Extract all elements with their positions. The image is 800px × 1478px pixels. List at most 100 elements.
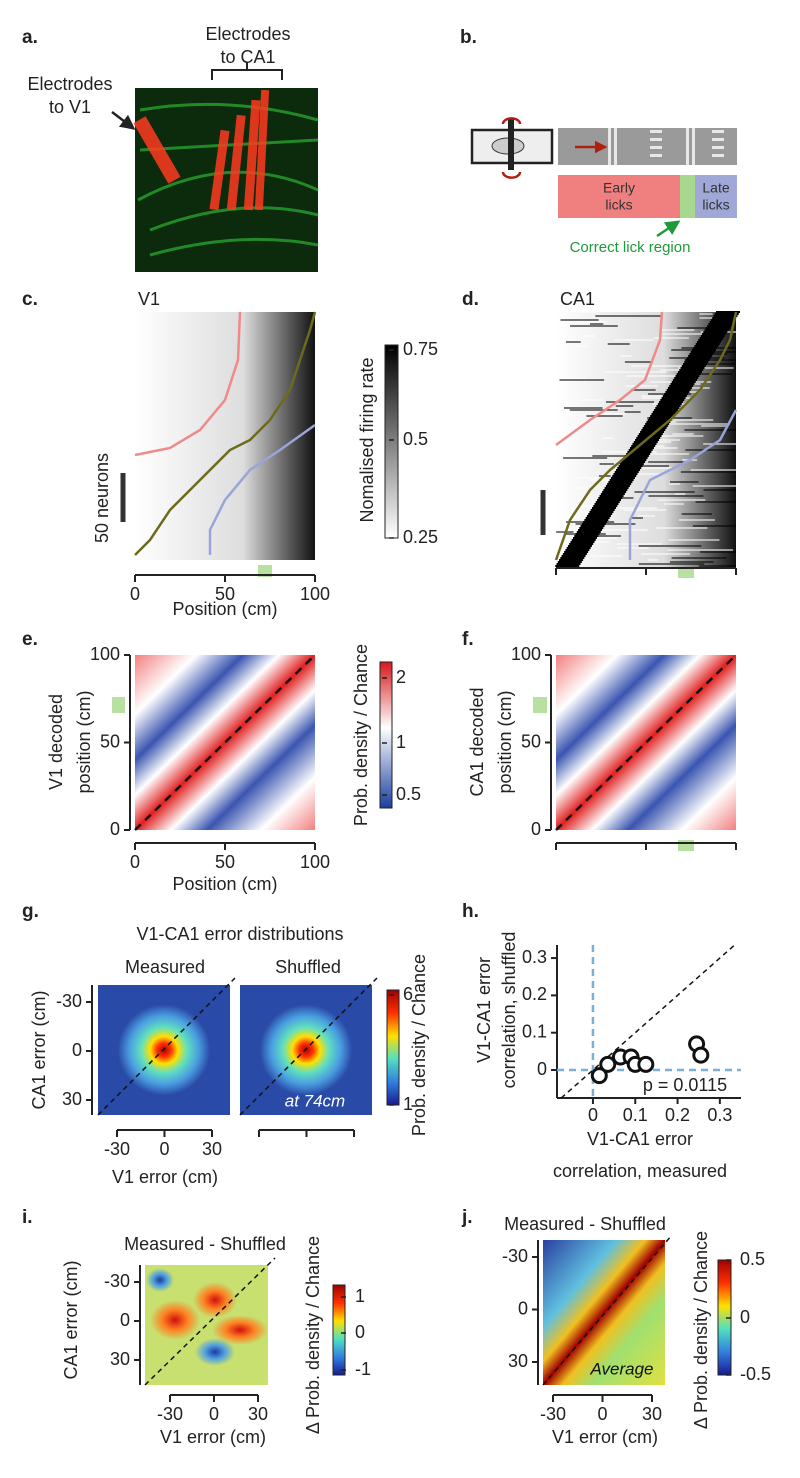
wheel	[508, 118, 514, 170]
blob	[193, 1282, 237, 1318]
rotation-arrows	[501, 117, 522, 179]
panel-letter: j.	[461, 1207, 473, 1228]
label: Measured	[125, 957, 205, 977]
colorbar-tick-label: 1	[355, 1286, 365, 1306]
x-tick-label: 0	[209, 1404, 219, 1424]
x-tick-label: 0	[159, 1139, 169, 1159]
early-curve	[555, 311, 664, 447]
colorbar	[384, 344, 399, 539]
y-tick-label: 50	[100, 731, 120, 751]
label: CA1 decoded	[467, 687, 487, 796]
point	[590, 1067, 608, 1085]
colorbar	[379, 661, 393, 809]
blob	[212, 1315, 268, 1345]
label: licks	[605, 197, 632, 213]
y-tick-label: 30	[62, 1089, 82, 1109]
y-tick-label: 100	[511, 644, 541, 664]
colorbar-tick-label: -1	[355, 1359, 371, 1379]
y-tick-label: 0	[120, 1310, 130, 1330]
colorbar-tick-label: 0	[740, 1307, 750, 1327]
x-tick-label: 0	[588, 1105, 598, 1125]
label: position (cm)	[495, 690, 515, 793]
y-tick-label: 30	[508, 1351, 528, 1371]
reward-marker	[112, 697, 125, 713]
label: Correct lick region	[570, 239, 691, 256]
label: Prob. density / Chance	[409, 954, 429, 1136]
correct-arrow	[656, 220, 681, 238]
identity-line	[560, 944, 736, 1099]
y-tick-label: 0.2	[522, 984, 547, 1004]
colorbar-tick-label: 1	[396, 732, 406, 752]
x-tick-label: 0.2	[665, 1105, 690, 1125]
label: p = 0.0115	[643, 1075, 727, 1095]
panel-letter: c.	[22, 289, 38, 310]
diagonal	[144, 1257, 276, 1386]
label: correlation, shuffled	[499, 932, 519, 1089]
label: V1 error (cm)	[552, 1427, 658, 1447]
label: V1 error (cm)	[112, 1167, 218, 1187]
label: Position (cm)	[172, 874, 277, 894]
reward-marker	[533, 697, 547, 713]
y-tick-label: 50	[521, 731, 541, 751]
colorbar-tick-label: -0.5	[740, 1364, 771, 1384]
y-tick-label: 0	[518, 1298, 528, 1318]
label: V1	[138, 289, 160, 309]
colorbar-tick-label: 0.5	[740, 1249, 765, 1269]
label: V1 decoded	[46, 694, 66, 790]
label: Electrodes	[205, 24, 290, 44]
y-tick-label: -30	[104, 1271, 130, 1291]
colorbar-tick-label: 1	[403, 1094, 413, 1114]
label: Measured - Shuffled	[504, 1214, 666, 1234]
blob	[195, 1338, 235, 1366]
label: Nomalised firing rate	[357, 357, 377, 522]
blob	[146, 1268, 174, 1292]
panel-letter: g.	[22, 901, 39, 922]
panel-letter: a.	[22, 27, 38, 48]
label: Average	[589, 1359, 653, 1378]
x-tick-label: 0	[130, 584, 140, 604]
heatmap-v1	[135, 655, 315, 830]
label: Δ Prob. density / Chance	[303, 1236, 323, 1434]
panel-letter: d.	[462, 289, 479, 310]
colorbar	[386, 989, 400, 1106]
label: to V1	[49, 97, 91, 117]
y-tick-label: 100	[90, 644, 120, 664]
early-curve	[134, 311, 242, 457]
peak-curve	[554, 311, 738, 561]
y-tick-label: 30	[110, 1349, 130, 1369]
blob	[150, 1300, 200, 1340]
y-tick-label: 0	[537, 1059, 547, 1079]
label: V1 error (cm)	[160, 1427, 266, 1447]
point	[692, 1046, 710, 1064]
reward-marker	[678, 840, 694, 851]
diagonal	[542, 1234, 673, 1386]
label: CA1	[560, 289, 595, 309]
late-region	[695, 175, 737, 218]
early-region	[558, 175, 680, 218]
label: CA1 error (cm)	[61, 1260, 81, 1379]
label: 50 neurons	[92, 453, 112, 543]
gratings	[608, 128, 724, 165]
bracket	[211, 62, 283, 80]
colorbar-tick-label: 2	[396, 667, 406, 687]
label: Late	[702, 180, 729, 196]
x-tick-label: 0.1	[623, 1105, 648, 1125]
y-tick-label: -30	[56, 991, 82, 1011]
tissue-tint	[135, 88, 318, 272]
label: position (cm)	[74, 690, 94, 793]
colorbar-tick-label: 0.75	[403, 339, 438, 359]
label: to CA1	[220, 47, 275, 67]
x-tick-label: 100	[300, 584, 330, 604]
label: V1-CA1 error	[587, 1129, 693, 1149]
x-tick-label: -30	[157, 1404, 183, 1424]
late-curve	[208, 423, 316, 555]
heatmap-ca1	[556, 655, 736, 830]
y-tick-label: 0	[72, 1040, 82, 1060]
panel-letter: b.	[460, 27, 477, 48]
y-tick-label: -30	[502, 1246, 528, 1266]
panel-letter: i.	[22, 1207, 33, 1228]
histology-image	[133, 88, 319, 272]
x-tick-label: -30	[104, 1139, 130, 1159]
